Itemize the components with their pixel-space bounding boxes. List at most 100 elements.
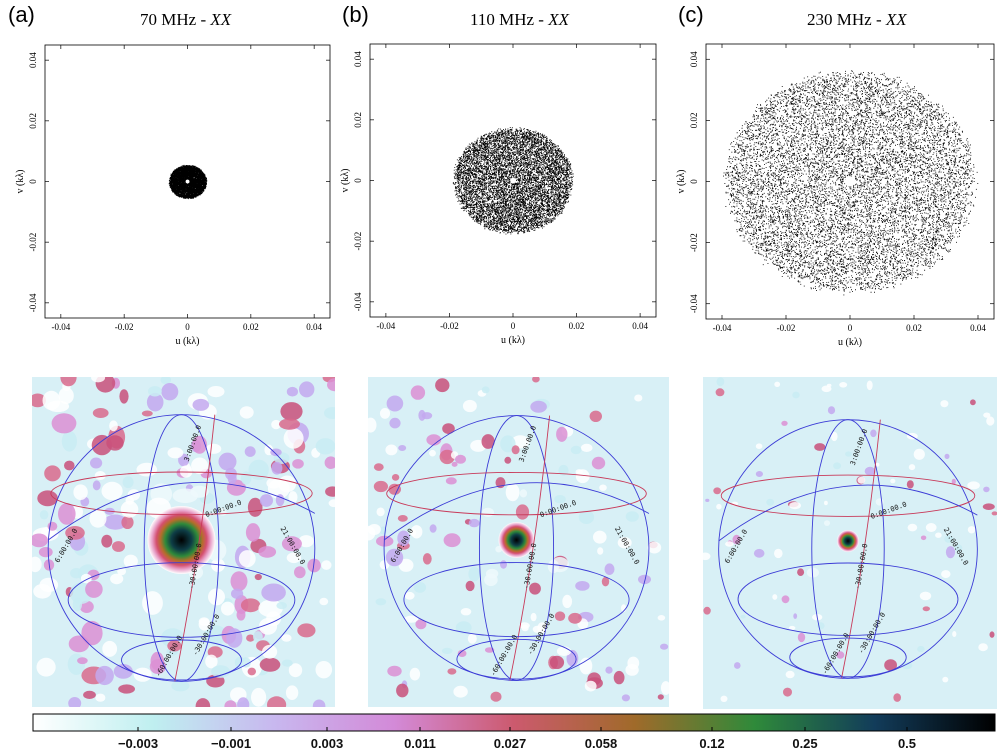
psf-blob [327, 378, 335, 392]
psf-blob [328, 499, 335, 508]
psf-blob [890, 478, 896, 484]
psf-blob [833, 462, 842, 470]
psf-blob [179, 465, 193, 478]
grid-parallel-south [456, 638, 577, 680]
psf-blob [218, 452, 237, 471]
grid-meridian-red [174, 414, 216, 682]
y-tick-label: -0.02 [689, 233, 699, 252]
psf-blob [39, 510, 49, 520]
panel-b-title: 110 MHz - XX [470, 10, 569, 30]
panel-a-letter: (a) [8, 2, 35, 27]
x-tick-label: -0.02 [440, 321, 459, 331]
psf-blob [312, 699, 326, 707]
psf-blob [482, 507, 494, 517]
psf-blob [638, 574, 651, 585]
psf-blob [530, 400, 547, 413]
grid-meridian [478, 415, 555, 681]
psf-blob [146, 392, 164, 412]
psf-blob [259, 494, 273, 507]
psf-blob [251, 687, 267, 707]
psf-blob [435, 378, 450, 393]
psf-blob [101, 534, 113, 548]
psf-blob [772, 594, 778, 600]
x-tick-label: -0.02 [115, 322, 134, 332]
psf-blob [231, 588, 244, 599]
psf-blob [244, 446, 256, 457]
psf-blob [529, 582, 541, 595]
colorbar-tick-label: 0.027 [494, 736, 527, 751]
psf-blob [373, 463, 384, 471]
psf-blob [740, 614, 746, 619]
coordinate-grid [718, 419, 978, 679]
psf-blob [845, 451, 852, 457]
psf-blob [621, 694, 631, 702]
psf-blob [281, 659, 293, 667]
psf-blob [447, 668, 457, 675]
coordinate-grid [47, 414, 316, 682]
uv-plot-b: -0.04 -0.02 0 0.02 0.04 -0.04 -0.02 0 0.02 0.04 u … [340, 43, 657, 346]
psf-blob [410, 529, 417, 537]
psf-blob [864, 466, 876, 476]
psf-central-peak [147, 506, 216, 574]
psf-blob [725, 541, 734, 547]
uv-center-hole [185, 179, 190, 184]
grid-parallel-north [718, 484, 978, 542]
psf-blob [224, 700, 237, 707]
y-tick-label: 0 [689, 179, 699, 184]
psf-blob [967, 526, 976, 534]
psf-blob [321, 560, 332, 570]
psf-blob [774, 548, 783, 559]
psf-blob [605, 666, 613, 674]
psf-blob [238, 550, 256, 568]
psf-blob [42, 390, 61, 411]
uv-plot-c: -0.04 -0.02 0 0.02 0.04 -0.04 -0.02 0 0.02 0.04 u … [676, 43, 995, 348]
psf-blob [418, 409, 426, 421]
psf-blob [240, 657, 251, 668]
psf-blob [379, 560, 390, 570]
psf-blob [597, 547, 604, 555]
psf-blob [387, 665, 402, 677]
y-tick-label: 0.02 [689, 113, 699, 129]
psf-blob [285, 685, 299, 700]
psf-blob [280, 402, 303, 421]
psf-blob [211, 665, 231, 678]
psf-blob [246, 634, 255, 642]
psf-blob [734, 662, 741, 669]
psf-blob [913, 448, 925, 460]
psf-blob [836, 651, 845, 659]
psf-blob [788, 625, 796, 630]
x-tick-label: 0.04 [306, 322, 322, 332]
psf-blob [253, 631, 263, 643]
psf-blob [917, 645, 925, 653]
psf-blob [490, 691, 502, 702]
psf-blob [376, 535, 394, 547]
y-tick-label: -0.04 [689, 294, 699, 313]
grid-parallel-north [383, 482, 650, 541]
psf-blob [398, 558, 414, 572]
psf-blob [908, 464, 916, 471]
psf-blob [922, 606, 930, 612]
psf-blob [789, 502, 801, 510]
psf-blob [288, 663, 303, 678]
psf-blob [121, 515, 134, 530]
x-tick-label: 0.02 [243, 322, 259, 332]
panel-b-letter: (b) [342, 2, 369, 27]
psf-blob [453, 685, 468, 698]
psf-blob [123, 554, 138, 568]
psf-blob [247, 667, 256, 676]
psf-blob [379, 408, 391, 419]
psf-noise-field [32, 377, 335, 707]
psf-blob [119, 389, 129, 404]
psf-blob [230, 571, 248, 592]
psf-blob [806, 567, 820, 578]
psf-blob [237, 697, 250, 707]
panel-c-pol: XX [885, 10, 907, 29]
psf-blob [136, 462, 158, 477]
psf-blob [970, 399, 976, 406]
y-axis-label: v (kλ) [15, 169, 26, 193]
psf-blob [279, 418, 300, 430]
psf-blob [58, 503, 76, 525]
psf-blob [259, 657, 281, 672]
psf-blob [324, 407, 335, 419]
psf-blob [429, 524, 437, 533]
